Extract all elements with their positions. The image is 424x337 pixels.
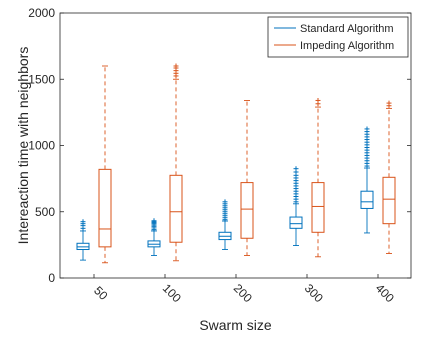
- box-impeding-300: [311, 97, 325, 258]
- box-body: [240, 182, 254, 239]
- box-impeding-50: [98, 65, 112, 264]
- x-axis-label: Swarm size: [199, 317, 272, 333]
- outlier-marker: [222, 199, 228, 205]
- box-standard-200: [218, 199, 232, 250]
- legend-label: Impeding Algorithm: [300, 40, 394, 52]
- legend-label: Standard Algorithm: [300, 23, 394, 35]
- y-tick-label: 1000: [28, 139, 55, 153]
- x-tick-label: 100: [160, 281, 184, 305]
- box-body: [98, 168, 112, 248]
- outlier-marker: [386, 100, 392, 106]
- box-body: [360, 190, 374, 209]
- box-body: [382, 176, 396, 225]
- box-standard-400: [360, 126, 374, 234]
- y-tick-label: 2000: [28, 6, 55, 20]
- box-body: [289, 216, 303, 229]
- outlier-marker: [293, 166, 299, 172]
- x-tick-label: 300: [302, 281, 326, 305]
- y-tick-label: 1500: [28, 72, 55, 86]
- box-body: [311, 182, 325, 233]
- outlier-marker: [173, 63, 179, 69]
- box-standard-300: [289, 166, 303, 246]
- box-impeding-100: [169, 63, 183, 262]
- x-ticks: 50 100 200 300 400: [91, 274, 397, 305]
- y-tick-label: 0: [48, 271, 55, 285]
- outlier-marker: [151, 218, 157, 224]
- y-tick-label: 500: [35, 205, 55, 219]
- x-tick-label: 200: [231, 281, 255, 305]
- box-body: [169, 174, 183, 243]
- box-impeding-400: [382, 100, 396, 254]
- box-standard-100: [147, 218, 161, 256]
- y-axis-label: Intereaction time with neighbors: [15, 47, 31, 245]
- y-ticks: 0 500 1000 1500 2000: [28, 6, 411, 285]
- box-impeding-200: [240, 99, 254, 256]
- outlier-marker: [80, 219, 86, 225]
- legend: Standard Algorithm Impeding Algorithm: [267, 16, 409, 58]
- x-tick-label: 50: [91, 283, 111, 303]
- outlier-marker: [364, 126, 370, 132]
- outlier-marker: [315, 97, 321, 103]
- boxes-layer: [76, 63, 396, 264]
- box-standard-50: [76, 219, 90, 261]
- x-tick-label: 400: [373, 281, 397, 305]
- legend-box: [267, 16, 409, 58]
